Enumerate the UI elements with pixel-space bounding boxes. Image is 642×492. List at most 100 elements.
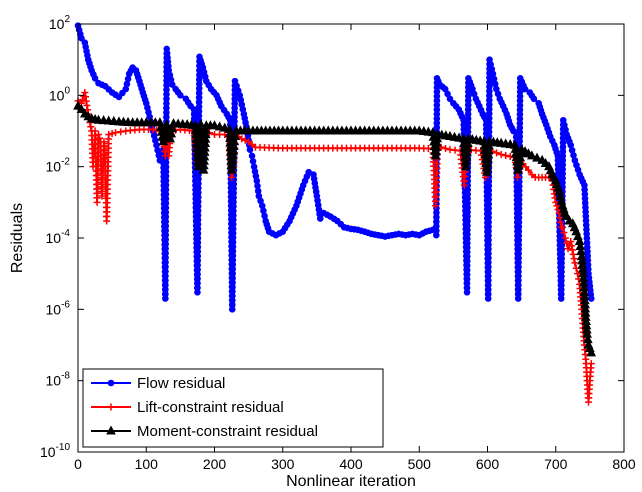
data-point [430,150,441,160]
y-tick-exponent: -6 [61,299,70,310]
x-tick-label: 500 [408,456,432,472]
data-point [248,152,256,160]
data-point [78,34,85,42]
legend-entry: Flow residual [91,375,225,392]
data-point [527,150,537,160]
legend-entry: Moment-constraint residual [91,423,318,440]
y-tick-base: 10 [46,373,62,389]
data-point [554,205,562,213]
data-point [462,142,473,152]
data-point [446,95,454,103]
data-point [568,246,576,254]
data-point [200,129,211,139]
data-point [481,166,492,176]
data-point [107,403,115,411]
data-point [567,237,575,245]
data-point [461,156,471,166]
data-point [166,128,177,138]
x-tick-label: 800 [612,456,636,472]
data-point [107,379,115,387]
data-point [442,144,450,152]
x-axis-label: Nonlinear iteration [286,473,416,490]
data-point [76,103,87,114]
data-point [228,145,239,155]
x-tick-label: 0 [74,456,82,472]
y-tick-exponent: -2 [61,157,70,168]
data-point [524,166,532,174]
data-point [502,151,510,159]
data-point [199,151,210,161]
data-point [586,347,597,357]
data-point [553,202,561,210]
data-point [227,155,238,165]
data-point [200,133,211,143]
x-tick-label: 700 [544,456,568,472]
data-point [228,173,236,181]
data-point [431,141,442,151]
data-point [431,146,441,156]
data-point [568,242,576,250]
data-point [246,146,254,153]
data-point [87,123,95,131]
data-point [199,155,209,165]
data-point [521,85,529,93]
data-point [91,75,99,82]
data-point [561,234,569,242]
data-point [199,146,210,156]
legend-label: Lift-constraint residual [137,399,284,416]
y-tick-exponent: -10 [56,442,71,453]
data-point [569,250,577,258]
legend: Flow residual Lift-constraint residual Mom… [82,368,384,448]
data-point [461,151,472,161]
data-point [230,130,241,140]
x-tick-label: 600 [476,456,500,472]
x-tick-label: 400 [339,456,363,472]
data-point [226,164,237,174]
data-point [229,136,240,146]
series-layer [73,22,597,406]
data-point [559,223,567,231]
data-point [316,215,324,222]
data-point [571,259,579,267]
y-tick-base: 10 [40,444,56,460]
y-tick-exponent: 2 [64,14,70,25]
y-tick-label: 102 [49,14,71,32]
data-point [483,149,494,159]
data-point [228,150,238,160]
data-point [229,140,239,150]
legend-label: Moment-constraint residual [137,423,318,440]
data-point [209,120,220,130]
y-tick-base: 10 [46,301,62,317]
data-point [165,133,175,143]
legend-entry: Lift-constraint residual [91,399,284,416]
y-tick-base: 10 [49,87,65,103]
x-tick-label: 300 [271,456,295,472]
x-tick-label: 100 [135,456,159,472]
y-tick-label: 10-6 [46,299,71,317]
data-point [483,144,494,154]
data-point [587,360,595,368]
y-tick-label: 10-2 [46,157,71,175]
data-point [200,142,210,152]
data-point [482,157,493,167]
ticks-layer: 0 100 200 300 400 500 600 700 80010210010-210-41… [40,14,636,472]
data-point [570,255,578,263]
data-point [201,124,211,134]
y-tick-exponent: 0 [64,85,70,96]
legend-box [82,368,384,448]
y-tick-exponent: -8 [61,371,70,382]
data-point [117,128,125,136]
data-point [106,425,116,435]
y-tick-label: 10-10 [40,442,70,460]
data-point [168,81,176,88]
data-point [587,295,595,302]
data-point [95,134,103,142]
data-point [112,129,120,137]
y-tick-base: 10 [46,230,62,246]
data-point [158,136,169,146]
x-tick-label: 200 [203,456,227,472]
data-point [227,159,237,169]
y-axis-label: Residuals [9,203,26,273]
data-point [532,152,542,162]
